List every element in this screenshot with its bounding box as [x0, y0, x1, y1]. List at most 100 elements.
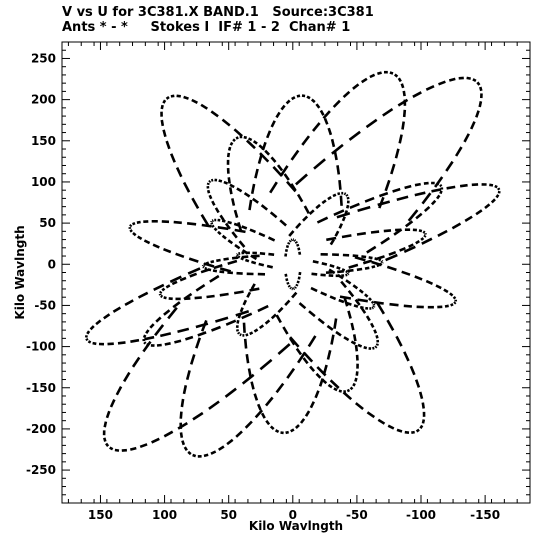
- uv-dash: [227, 259, 238, 265]
- uv-dash: [421, 419, 426, 424]
- uv-dash: [179, 411, 183, 419]
- uv-dash: [155, 316, 162, 323]
- uv-dash: [137, 291, 149, 299]
- uv-dash: [430, 199, 437, 206]
- uv-dash: [189, 272, 198, 278]
- uv-dash: [277, 306, 284, 314]
- uv-dash: [376, 302, 386, 315]
- uv-dash: [425, 85, 435, 91]
- uv-dash: [421, 237, 433, 245]
- uv-dash: [415, 212, 423, 220]
- uv-dash: [221, 234, 227, 240]
- uv-dash: [350, 322, 355, 331]
- uv-dash: [265, 419, 271, 426]
- uv-dash: [289, 336, 300, 348]
- uv-dash: [109, 446, 114, 451]
- uv-dash: [369, 73, 376, 79]
- uv-dash: [162, 99, 167, 104]
- uv-dash: [302, 215, 309, 222]
- uv-dash: [203, 453, 209, 458]
- uv-dash: [401, 121, 405, 130]
- uv-dash: [288, 230, 295, 237]
- uv-dash: [478, 101, 483, 108]
- uv-dash: [293, 239, 297, 242]
- uv-dash: [366, 411, 376, 419]
- uv-dash: [234, 244, 241, 250]
- uv-dash: [286, 281, 290, 285]
- uv-dash: [237, 222, 243, 231]
- uv-dash: [170, 94, 175, 98]
- uv-dash: [301, 135, 311, 146]
- uv-dash: [208, 180, 212, 184]
- uv-dash: [122, 371, 131, 383]
- uv-dash: [375, 343, 379, 346]
- uv-dash: [182, 181, 191, 193]
- uv-dash: [112, 306, 122, 313]
- uv-dash: [289, 286, 293, 290]
- uv-dash: [254, 168, 259, 179]
- uv-dash: [159, 332, 172, 338]
- uv-dash: [365, 315, 371, 322]
- uv-dash: [438, 80, 446, 86]
- uv-dash: [345, 273, 348, 277]
- uv-dash: [423, 234, 427, 238]
- uv-dash: [206, 294, 215, 299]
- uv-dash: [234, 228, 246, 234]
- uv-dash: [105, 442, 110, 447]
- uv-dash: [208, 400, 220, 410]
- uv-dash: [479, 86, 483, 92]
- uv-dash: [201, 223, 212, 228]
- uv-dash: [346, 204, 350, 209]
- uv-dash: [227, 146, 232, 151]
- uv-dash: [290, 428, 295, 433]
- uv-dash: [270, 120, 276, 128]
- uv-dash: [154, 324, 165, 337]
- uv-dash: [167, 306, 178, 320]
- uv-dash: [307, 335, 317, 348]
- uv-dash: [349, 202, 360, 210]
- uv-dash: [286, 180, 297, 193]
- uv-dash: [195, 322, 209, 329]
- uv-dash: [338, 179, 342, 190]
- uv-dash: [291, 96, 296, 101]
- uv-dash: [295, 283, 299, 287]
- uv-dash: [326, 349, 332, 360]
- uv-dash: [92, 341, 97, 346]
- uv-dash: [291, 291, 298, 299]
- uv-dash: [103, 313, 111, 320]
- uv-dash: [341, 216, 346, 222]
- uv-dash: [411, 430, 415, 434]
- uv-dash: [329, 238, 336, 246]
- uv-dash: [412, 91, 422, 98]
- uv-dash: [304, 410, 311, 417]
- uv-dash: [454, 146, 463, 157]
- uv-dash: [202, 265, 205, 269]
- uv-dash: [211, 224, 215, 228]
- uv-dash: [267, 236, 276, 242]
- uv-dash: [415, 428, 420, 433]
- uv-dash: [475, 209, 483, 216]
- uv-dash: [386, 319, 395, 331]
- uv-dash: [407, 209, 419, 222]
- uv-dash: [299, 418, 306, 424]
- uv-dash: [103, 421, 108, 428]
- uv-dash: [315, 203, 321, 210]
- uv-dash: [377, 71, 382, 76]
- uv-dash: [162, 129, 167, 138]
- uv-dash: [206, 182, 210, 186]
- uv-dash: [280, 104, 286, 111]
- uv-dash: [219, 270, 225, 274]
- uv-dash: [439, 184, 443, 188]
- uv-dash: [349, 386, 354, 391]
- uv-dash: [237, 255, 241, 259]
- uv-dash: [183, 95, 189, 100]
- uv-dash: [333, 209, 345, 216]
- uv-dash: [389, 71, 394, 75]
- uv-dash: [360, 307, 367, 314]
- uv-dash: [353, 304, 359, 308]
- uv-dash: [377, 418, 386, 425]
- uv-dash: [418, 229, 423, 233]
- uv-dash: [189, 354, 196, 365]
- uv-dash: [258, 232, 266, 238]
- uv-dash: [298, 251, 302, 255]
